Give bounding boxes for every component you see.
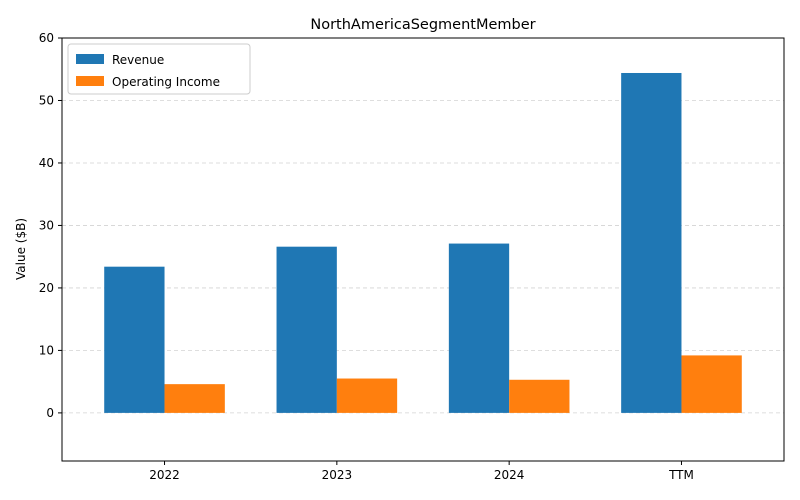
legend: Revenue Operating Income (67, 43, 251, 95)
legend-label: Operating Income (112, 75, 220, 89)
x-tick-label: 2023 (322, 468, 353, 482)
y-tick-label: 30 (39, 218, 54, 232)
x-tick-label: 2024 (494, 468, 525, 482)
y-tick-label: 60 (39, 31, 54, 45)
y-tick-label: 20 (39, 281, 54, 295)
y-tick-label: 50 (39, 93, 54, 107)
bar-revenue (621, 72, 682, 413)
bars-layer (104, 72, 742, 413)
x-tick-label: 2022 (149, 468, 180, 482)
bar-operating-income (336, 378, 398, 413)
bar-operating-income (164, 384, 225, 413)
y-axis: 0 10 20 30 40 50 60 (39, 31, 62, 420)
plot-frame (61, 37, 785, 462)
y-tick-label: 10 (39, 343, 54, 357)
legend-label: Revenue (112, 53, 164, 67)
legend-swatch (76, 76, 104, 86)
x-tick-label: TTM (668, 468, 694, 482)
y-tick-label: 0 (46, 406, 54, 420)
bar-revenue (448, 243, 510, 413)
x-axis: 2022 2023 2024 TTM (149, 461, 694, 482)
bar-operating-income (509, 379, 570, 413)
chart-title: NorthAmericaSegmentMember (310, 17, 535, 33)
legend-box (67, 43, 251, 95)
bar-operating-income (681, 355, 742, 413)
legend-swatch (76, 54, 104, 64)
y-axis-title: Value ($B) (14, 218, 28, 280)
y-tick-label: 40 (39, 156, 54, 170)
bar-revenue (104, 266, 165, 413)
bar-revenue (276, 246, 337, 413)
